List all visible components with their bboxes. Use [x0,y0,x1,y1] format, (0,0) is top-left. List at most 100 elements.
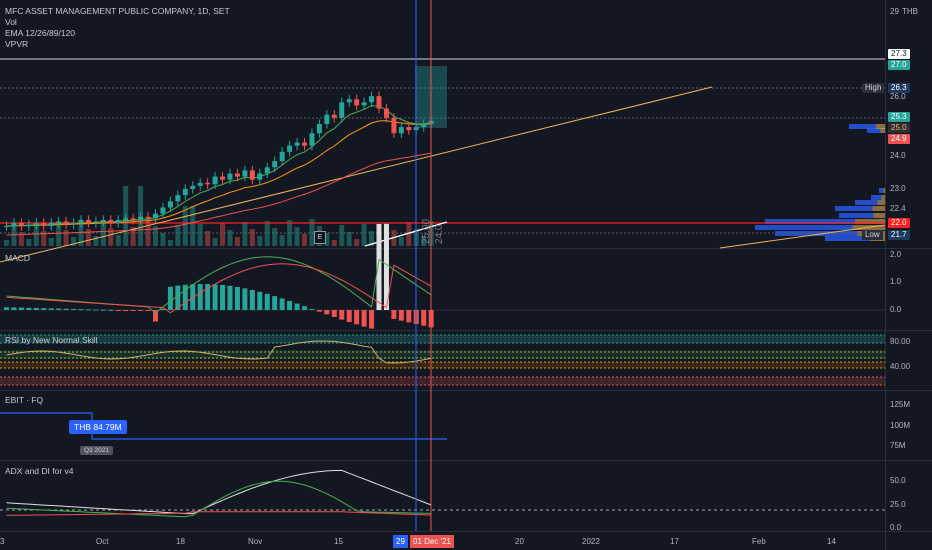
volume-bar [33,224,39,246]
vpvr-row [765,219,855,224]
candle[interactable] [391,113,397,138]
price-box-line: 27.3 [888,49,910,59]
volume-bar [71,237,77,246]
candle[interactable] [369,91,375,107]
volume-bar [331,240,337,246]
candle[interactable] [123,213,129,225]
volume-bar [4,240,9,246]
candle[interactable] [287,141,293,157]
time-label-feb: Feb [752,537,766,546]
candle[interactable] [175,190,181,206]
candle[interactable] [227,168,233,185]
candle[interactable] [294,137,300,151]
candle[interactable] [302,137,307,151]
macd-title[interactable]: MACD [5,253,31,263]
macd-bar [339,310,345,320]
currency-label[interactable]: THB [902,7,918,16]
candle[interactable] [272,156,278,172]
trendline-upper[interactable] [0,86,713,263]
ebit-value-flag[interactable]: THB 84.79M [69,420,127,434]
candle[interactable] [26,219,32,231]
candle[interactable] [71,218,77,230]
candle[interactable] [324,110,330,129]
candle[interactable] [41,218,47,231]
candle[interactable] [346,94,352,107]
macd-bar [100,309,106,311]
candle[interactable] [108,215,114,228]
candle[interactable] [249,165,255,185]
legend-ema[interactable]: EMA 12/26/89/120 [5,28,75,38]
candle[interactable] [93,216,99,228]
candle[interactable] [56,216,62,228]
candle[interactable] [331,110,337,123]
candle[interactable] [339,97,345,123]
macd-bar [227,285,233,310]
candle[interactable] [190,181,196,194]
candle[interactable] [138,212,144,225]
vpvr-row [879,188,884,193]
candle[interactable] [205,178,211,189]
candle[interactable] [33,218,39,230]
adx-title[interactable]: ADX and DI for v4 [5,466,74,476]
candle[interactable] [234,168,240,182]
candle[interactable] [63,216,69,230]
candle[interactable] [160,202,166,219]
volume-bar [190,206,196,246]
legend-vol[interactable]: Vol [5,17,17,27]
candle[interactable] [316,119,322,138]
candlesticks[interactable] [4,91,434,231]
time-label-14: 14 [827,537,836,546]
earnings-marker[interactable]: E [314,231,326,244]
candle[interactable] [85,215,91,228]
ema-12-line [6,105,432,227]
candle[interactable] [182,184,188,200]
macd-bar [383,223,389,310]
candle[interactable] [309,128,315,151]
candle[interactable] [11,218,17,231]
candle[interactable] [220,171,226,185]
vpvr-row [755,225,853,230]
adx-tick-25: 25.0 [890,500,906,509]
candle[interactable] [421,119,427,132]
candle[interactable] [354,94,360,111]
candle[interactable] [264,162,270,179]
candle[interactable] [18,218,24,231]
candle[interactable] [197,178,203,191]
candle[interactable] [383,103,389,123]
macd-bar [26,307,32,310]
candle[interactable] [48,218,54,231]
candle[interactable] [100,215,106,227]
macd-tick-1: 1.0 [890,277,902,286]
candle[interactable] [361,97,367,111]
ebit-title[interactable]: EBIT · FQ [5,395,44,405]
ebit-tick-100m: 100M [890,421,911,430]
candle[interactable] [115,215,121,228]
candle[interactable] [4,221,9,231]
volume-bar [227,230,233,246]
volume-bar [339,225,345,246]
candle[interactable] [376,91,382,114]
macd-bar [18,307,24,310]
candle[interactable] [406,122,412,135]
candle[interactable] [78,215,84,228]
macd-bar [257,291,263,310]
candle[interactable] [257,168,263,185]
candle[interactable] [130,213,136,225]
candle[interactable] [212,171,218,189]
price-box-top: 27.0 [888,60,910,70]
trendline-lower[interactable] [719,224,886,249]
volume-bar [398,237,404,246]
legend-vpvr[interactable]: VPVR [5,39,29,49]
candle[interactable] [153,209,158,223]
macd-bar [85,309,91,311]
candle[interactable] [242,165,248,182]
candle[interactable] [398,122,404,138]
candle[interactable] [279,147,285,166]
candle[interactable] [167,196,173,213]
symbol-legend[interactable]: MFC ASSET MANAGEMENT PUBLIC COMPANY, 1D,… [5,6,230,16]
rsi-title[interactable]: RSI by New Normal Skill [5,335,98,345]
volume-bar [302,234,307,246]
candle[interactable] [145,212,151,223]
macd-bar [63,308,69,310]
